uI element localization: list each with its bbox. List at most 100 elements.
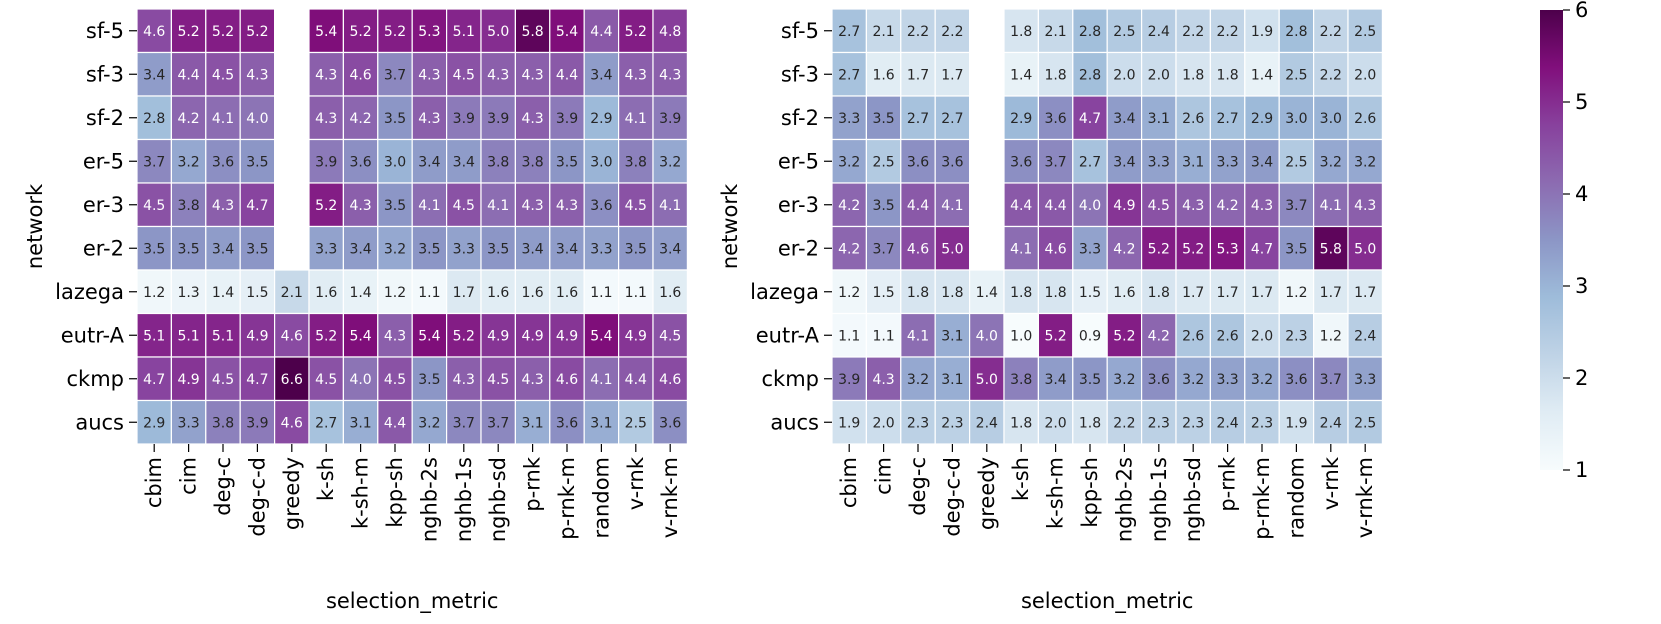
cell-er-2-deg-c-d: 5.0 <box>934 225 971 271</box>
cell-sf-3-nghb-2s: 2.0 <box>1106 51 1143 97</box>
cell-value: 1.1 <box>625 285 647 301</box>
cell-eutr-a-nghb-2s: 5.2 <box>1106 312 1143 358</box>
cell-lazega-p-rnk: 1.7 <box>1209 269 1246 315</box>
cell-value: 3.0 <box>384 154 406 170</box>
cell-value: 3.6 <box>556 415 578 431</box>
cell-aucs-greedy: 4.6 <box>274 399 310 445</box>
cell-value: 3.2 <box>659 154 681 170</box>
cell-value: 3.3 <box>1354 372 1376 388</box>
cell-value: 4.1 <box>590 372 612 388</box>
cell-er-2-deg-c-d: 3.5 <box>239 225 276 271</box>
cell-sf-2-nghb-1s: 3.1 <box>1140 95 1177 141</box>
cell-aucs-v-rnk-m: 3.6 <box>652 399 689 445</box>
cell-sf-2-deg-c: 2.7 <box>900 95 936 141</box>
cell-value: 3.8 <box>521 154 543 170</box>
cell-value: 3.2 <box>1320 154 1342 170</box>
cell-value: 3.2 <box>177 154 199 170</box>
x-tick-label-k-sh-m: k-sh-m <box>349 457 373 529</box>
cell-sf-5-random: 4.4 <box>583 8 620 54</box>
cell-er-2-deg-c: 3.4 <box>205 225 241 271</box>
cell-sf-3-v-rnk: 4.3 <box>617 51 654 97</box>
cell-er-2-v-rnk: 5.8 <box>1312 225 1349 271</box>
cell-ckmp-cbim: 3.9 <box>831 356 868 402</box>
cell-value: 3.1 <box>1182 154 1204 170</box>
x-tick-label-greedy: greedy <box>975 457 999 530</box>
cell-value: 3.4 <box>1113 111 1135 127</box>
cell-er-3-random: 3.6 <box>583 182 620 228</box>
cell-value: 4.9 <box>1113 198 1135 214</box>
cell-value: 4.2 <box>1113 241 1135 257</box>
cell-sf-3-deg-c-d: 4.3 <box>239 51 276 97</box>
cell-lazega-greedy: 2.1 <box>274 269 310 315</box>
cell-lazega-cim: 1.5 <box>865 269 902 315</box>
cell-value: 1.4 <box>349 285 371 301</box>
cell-sf-2-nghb-sd: 3.9 <box>480 95 517 141</box>
cell-value: 3.2 <box>384 241 406 257</box>
cell-value: 5.4 <box>556 24 578 40</box>
cell-value: 4.5 <box>143 198 165 214</box>
cell-value: 3.4 <box>521 241 543 257</box>
cell-value: 4.7 <box>143 372 165 388</box>
cell-value: 1.7 <box>1216 285 1238 301</box>
cell-eutr-a-v-rnk: 4.9 <box>617 312 654 358</box>
cell-er-3-deg-c-d: 4.7 <box>239 182 276 228</box>
cell-eutr-a-greedy: 4.6 <box>274 312 310 358</box>
cell-value: 1.6 <box>521 285 543 301</box>
cell-value: 4.5 <box>315 372 337 388</box>
cell-value: 3.4 <box>556 241 578 257</box>
cell-lazega-p-rnk-m: 1.7 <box>1244 269 1280 315</box>
cell-er-3-nghb-sd: 4.3 <box>1175 182 1212 228</box>
cell-value: 4.0 <box>349 372 371 388</box>
cell-sf-3-cim: 4.4 <box>170 51 207 97</box>
cell-value: 5.4 <box>418 328 440 344</box>
cell-value: 3.5 <box>1079 372 1101 388</box>
cell-er-5-random: 2.5 <box>1278 138 1315 184</box>
cell-sf-5-nghb-sd: 2.2 <box>1175 8 1212 54</box>
cell-value: 3.6 <box>1285 372 1307 388</box>
cell-value: 5.2 <box>384 24 406 40</box>
cell-value: 4.2 <box>838 241 860 257</box>
cell-value: 2.4 <box>976 415 998 431</box>
cell-er-3-p-rnk-m: 4.3 <box>1244 182 1280 228</box>
cell-value: 5.0 <box>941 241 963 257</box>
cell-sf-2-nghb-2s: 3.4 <box>1106 95 1143 141</box>
cell-value: 3.7 <box>872 241 894 257</box>
cell-value: 2.0 <box>1148 67 1170 83</box>
cell-er-3-p-rnk: 4.2 <box>1209 182 1246 228</box>
cell-value: 4.3 <box>556 198 578 214</box>
cell-er-5-nghb-1s: 3.4 <box>446 138 482 184</box>
cell-value: 3.4 <box>349 241 371 257</box>
cell-value: 1.6 <box>872 67 894 83</box>
cell-er-3-nghb-1s: 4.5 <box>1140 182 1177 228</box>
cell-value: 4.7 <box>1079 111 1101 127</box>
cell-ckmp-p-rnk-m: 4.6 <box>549 356 585 402</box>
x-tick-label-v-rnk-m: v-rnk-m <box>658 457 682 538</box>
cell-er-2-cim: 3.5 <box>170 225 207 271</box>
x-tick-label-deg-c-d: deg-c-d <box>940 457 964 537</box>
cell-value: 2.5 <box>872 154 894 170</box>
cell-sf-3-p-rnk-m: 4.4 <box>549 51 585 97</box>
cell-aucs-k-sh: 2.7 <box>308 399 345 445</box>
cell-value: 4.3 <box>418 67 440 83</box>
cell-eutr-a-cbim: 1.1 <box>831 312 868 358</box>
cell-lazega-nghb-2s: 1.6 <box>1106 269 1143 315</box>
cell-value: 4.3 <box>384 328 406 344</box>
cell-lazega-deg-c: 1.4 <box>205 269 241 315</box>
cell-lazega-k-sh: 1.8 <box>1003 269 1040 315</box>
cell-value: 4.9 <box>556 328 578 344</box>
cell-sf-3-p-rnk: 1.8 <box>1209 51 1246 97</box>
cell-ckmp-random: 3.6 <box>1278 356 1315 402</box>
cell-er-2-nghb-2s: 4.2 <box>1106 225 1143 271</box>
cell-value: 3.5 <box>246 154 268 170</box>
heatmap-right: 2.7 2.1 2.2 2.2 1.8 2.1 2.8 2.5 2.4 2.2 2.2 1.9 2.8 2… <box>718 8 1384 614</box>
cell-value: 1.5 <box>872 285 894 301</box>
cell-value: 1.1 <box>418 285 440 301</box>
cell-value: 2.5 <box>625 415 647 431</box>
cell-value: 4.3 <box>521 67 543 83</box>
cell-value: 2.7 <box>941 111 963 127</box>
cell-ckmp-nghb-2s: 3.2 <box>1106 356 1143 402</box>
cell-aucs-v-rnk-m: 2.5 <box>1347 399 1384 445</box>
cell-value: 2.6 <box>1354 111 1376 127</box>
cell-value: 5.2 <box>1148 241 1170 257</box>
